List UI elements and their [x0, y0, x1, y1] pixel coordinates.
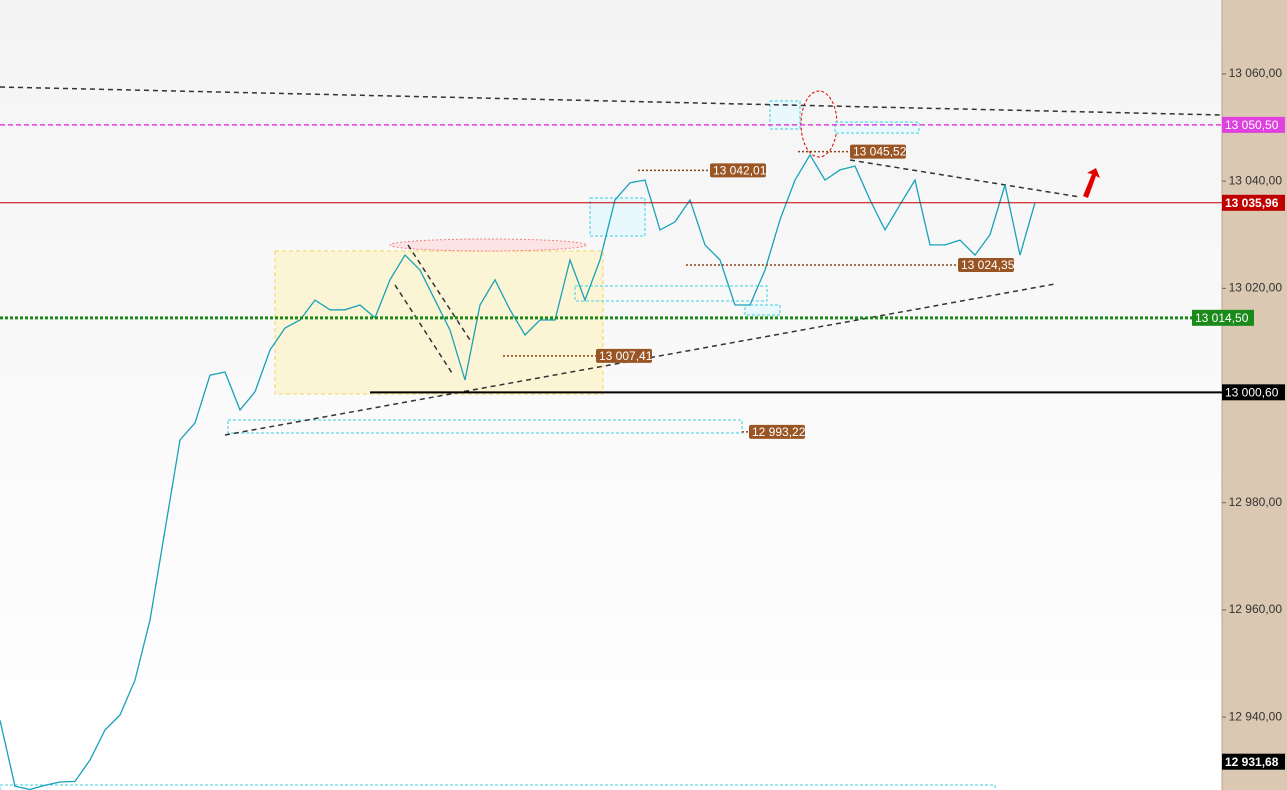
trendline [407, 244, 471, 341]
zone [834, 121, 920, 134]
price-tag [1222, 753, 1285, 770]
price-tag-label: 13 014,50 [1195, 311, 1249, 325]
price-tag-label: 12 931,68 [1225, 755, 1279, 769]
y-tick-label: 13 060,00 [1229, 66, 1283, 80]
trendline [224, 283, 1056, 436]
annotation-label: 13 045,52 [853, 145, 907, 159]
zone [227, 419, 743, 434]
price-tag [1192, 309, 1254, 326]
y-tick-label: 12 940,00 [1229, 709, 1283, 723]
annotation-tag [850, 144, 906, 159]
price-tag-label: 13 050,50 [1225, 118, 1279, 132]
annotation-label: 13 024,35 [961, 258, 1015, 272]
price-tag [1222, 384, 1285, 401]
arrow [1083, 168, 1100, 198]
price-tag-label: 13 000,60 [1225, 385, 1279, 399]
price-tag-label: 13 035,96 [1225, 196, 1279, 210]
price-line [0, 153, 1036, 790]
annotation-label: 12 993,22 [752, 425, 806, 439]
annotation-tag [596, 348, 652, 363]
price-tag [1222, 194, 1285, 211]
trendline [0, 86, 1223, 116]
zone [589, 197, 646, 237]
annotation-tag [710, 163, 766, 178]
top-ellipse [389, 238, 587, 252]
annotation-label: 13 007,41 [599, 349, 653, 363]
annotation-tag [749, 424, 805, 439]
zone [0, 784, 996, 790]
zone [744, 304, 781, 316]
price-tag [1222, 116, 1285, 133]
trendline [849, 159, 1081, 198]
y-tick-label: 13 040,00 [1229, 173, 1283, 187]
y-tick-label: 12 960,00 [1229, 602, 1283, 616]
y-tick-label: 13 020,00 [1229, 281, 1283, 295]
plot-area [0, 0, 1222, 790]
annotation-tag [958, 258, 1014, 273]
trendlines [0, 86, 1223, 436]
range-box [274, 250, 604, 395]
annotation-label: 13 042,01 [713, 164, 767, 178]
y-tick-label: 12 980,00 [1229, 495, 1283, 509]
zone [574, 285, 768, 302]
